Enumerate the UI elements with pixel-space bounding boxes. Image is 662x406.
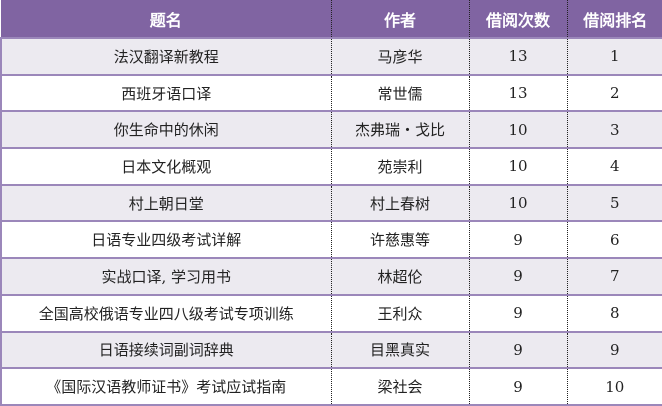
cell-title: 日本文化概观 [0,147,331,185]
header-author: 作者 [330,0,469,38]
cell-author: 苑崇利 [330,147,469,185]
cell-title: 法汉翻译新教程 [0,37,331,75]
header-rank: 借阅排名 [566,0,662,38]
cell-author: 村上春树 [330,183,469,222]
table-row: 日本文化概观 苑崇利 10 4 [0,147,662,185]
cell-count: 9 [468,257,567,295]
table-row: 西班牙语口译 常世儒 13 2 [0,73,662,112]
cell-title: 全国高校俄语专业四八级考试专项训练 [0,293,331,332]
cell-author: 常世儒 [330,73,469,112]
cell-author: 马彦华 [330,37,469,75]
cell-rank: 9 [566,330,662,369]
cell-title: 日语接续词副词辞典 [0,330,331,369]
cell-rank: 4 [566,147,662,185]
cell-rank: 5 [566,183,662,222]
cell-author: 许慈惠等 [330,220,469,259]
cell-author: 目黑真实 [330,330,469,369]
cell-title: 日语专业四级考试详解 [0,220,331,259]
cell-author: 梁社会 [330,367,469,406]
cell-rank: 2 [566,73,662,112]
cell-title: 村上朝日堂 [0,183,331,222]
cell-count: 13 [468,73,567,112]
table-row: 法汉翻译新教程 马彦华 13 1 [0,37,662,75]
table-row: 全国高校俄语专业四八级考试专项训练 王利众 9 8 [0,293,662,332]
table-row: 日语专业四级考试详解 许慈惠等 9 6 [0,220,662,259]
table-row: 你生命中的休闲 杰弗瑞・戈比 10 3 [0,110,662,149]
cell-author: 王利众 [330,293,469,332]
cell-count: 9 [468,367,567,406]
cell-rank: 10 [566,367,662,406]
cell-rank: 8 [566,293,662,332]
cell-title: 西班牙语口译 [0,73,331,112]
header-count: 借阅次数 [468,0,567,38]
cell-title: 你生命中的休闲 [0,110,331,149]
cell-rank: 3 [566,110,662,149]
cell-count: 13 [468,37,567,75]
cell-count: 9 [468,220,567,259]
header-title: 题名 [1,0,331,38]
table-row: 日语接续词副词辞典 目黑真实 9 9 [0,330,662,369]
table-row: 《国际汉语教师证书》考试应试指南 梁社会 9 10 [0,367,662,406]
cell-rank: 1 [566,37,662,75]
cell-count: 10 [468,183,567,222]
cell-title: 实战口译, 学习用书 [0,257,331,295]
cell-author: 林超伦 [330,257,469,295]
cell-count: 10 [468,147,567,185]
table-row: 村上朝日堂 村上春树 10 5 [0,183,662,222]
cell-title: 《国际汉语教师证书》考试应试指南 [0,367,331,406]
cell-author: 杰弗瑞・戈比 [330,110,469,149]
table-row: 实战口译, 学习用书 林超伦 9 7 [0,257,662,295]
cell-rank: 6 [566,220,662,259]
cell-count: 10 [468,110,567,149]
cell-count: 9 [468,293,567,332]
cell-rank: 7 [566,257,662,295]
header-row: 题名 作者 借阅次数 借阅排名 [1,0,662,38]
cell-count: 9 [468,330,567,369]
